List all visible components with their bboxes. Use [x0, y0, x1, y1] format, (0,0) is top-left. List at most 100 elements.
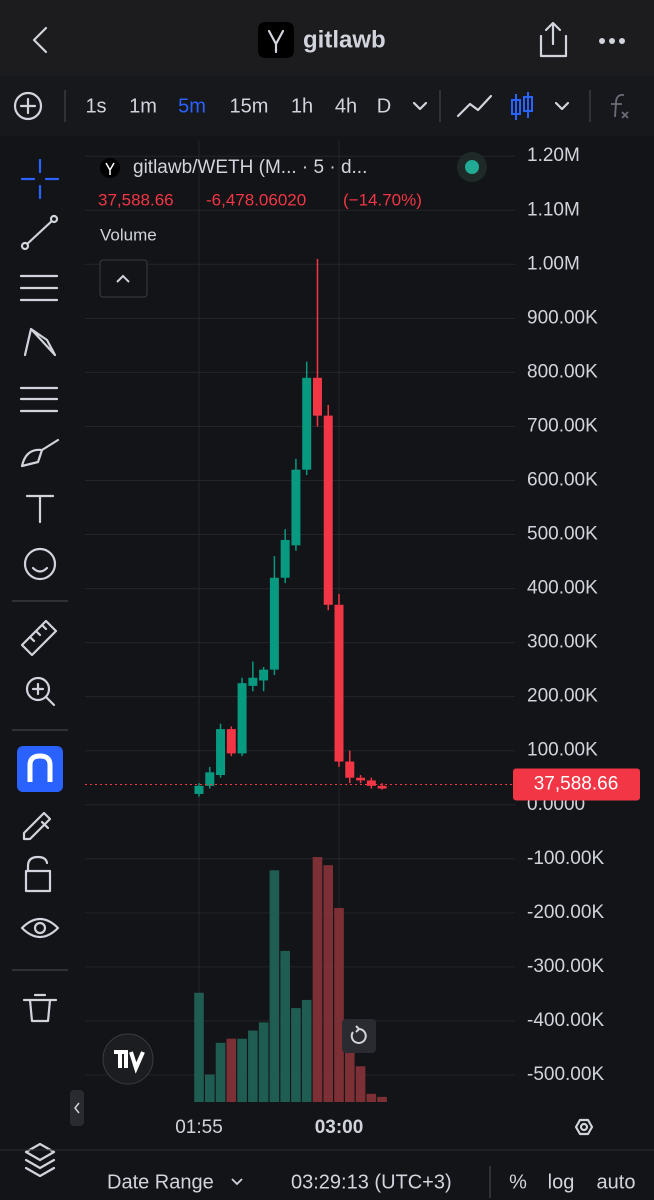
x-tick-label: 01:55 [175, 1117, 223, 1138]
prediction-tool[interactable] [19, 386, 59, 413]
interval-button[interactable]: 15m [230, 95, 269, 117]
auto-toggle[interactable]: auto [597, 1171, 636, 1193]
interval-button[interactable]: D [377, 95, 391, 117]
symbol-logo [100, 158, 120, 178]
emoji-tool[interactable] [23, 547, 57, 581]
reset-icon [350, 1025, 367, 1044]
text-tool[interactable] [25, 494, 55, 524]
candle-body [366, 780, 376, 786]
y-tick-label: -400.00K [527, 1010, 604, 1031]
legend-price: 37,588.66 [98, 190, 174, 209]
volume-bar [204, 1074, 215, 1102]
candle-body [377, 785, 387, 789]
y-tick-label: -300.00K [527, 956, 604, 977]
candle-chart-button[interactable] [511, 92, 533, 120]
date-range[interactable]: Date Range [107, 1171, 214, 1193]
volume-bar [344, 1030, 355, 1102]
visibility-tool[interactable] [20, 917, 60, 939]
add-button[interactable] [13, 91, 43, 121]
log-toggle[interactable]: log [548, 1171, 575, 1193]
volume-bar [323, 865, 334, 1102]
fib-tool[interactable] [19, 274, 59, 302]
candle-body [259, 669, 269, 681]
interval-button[interactable]: 4h [335, 95, 357, 117]
header-title: gitlawb [303, 26, 386, 53]
volume-bar [291, 1008, 301, 1102]
unlock-tool[interactable] [24, 855, 52, 893]
candle-body [205, 772, 215, 786]
y-tick-label: 1.20M [527, 145, 580, 166]
layers-button[interactable] [24, 1142, 56, 1178]
zoom-tool[interactable] [25, 676, 51, 702]
ruler-tool[interactable] [20, 619, 58, 657]
line-chart-button[interactable] [456, 94, 493, 118]
volume-bar [258, 1022, 269, 1102]
sidebar-toggle[interactable] [70, 1090, 84, 1126]
percent-toggle[interactable]: % [509, 1171, 527, 1193]
interval-button[interactable]: 5m [178, 95, 206, 117]
more-button[interactable] [599, 38, 625, 44]
y-tick-label: -100.00K [527, 848, 604, 869]
toolbar-dividers [64, 90, 591, 122]
candle-body [269, 577, 279, 670]
drawing-tools [19, 158, 60, 1023]
crosshair-tool[interactable] [20, 158, 60, 200]
magnet-button[interactable] [17, 746, 63, 792]
lock-draw-tool[interactable] [22, 811, 52, 841]
candle-body [356, 777, 366, 781]
volume-bar [280, 950, 290, 1102]
reset-button[interactable] [342, 1019, 376, 1053]
candle-body [312, 377, 322, 416]
back-button[interactable] [32, 26, 48, 54]
add-plus [19, 97, 37, 115]
indicators-button[interactable] [611, 94, 629, 119]
collapse-legend[interactable] [99, 259, 148, 298]
volume-bar [237, 1038, 247, 1102]
interval-button[interactable]: 1m [129, 95, 157, 117]
volume-bar [215, 1042, 226, 1102]
candle-body [302, 377, 312, 470]
candle-body [291, 469, 301, 546]
candle-body [323, 415, 333, 605]
logo-mark [267, 29, 285, 54]
candle-body [226, 729, 236, 754]
y-tick-label: 500.00K [527, 524, 598, 545]
volume-bar [269, 870, 280, 1102]
sidebar-dividers [12, 600, 68, 971]
trendline-tool[interactable] [23, 217, 56, 248]
y-tick-label: 1.10M [527, 199, 580, 220]
clock[interactable]: 03:29:13 (UTC+3) [291, 1171, 452, 1193]
status-dot [465, 160, 479, 174]
y-tick-label: 600.00K [527, 469, 598, 490]
volume-bar [377, 1096, 387, 1102]
candle-body [334, 604, 344, 762]
interval-dropdown[interactable] [412, 101, 428, 111]
y-tick-label: 700.00K [527, 415, 598, 436]
pattern-tool[interactable] [23, 327, 57, 357]
candle-body [345, 761, 355, 778]
symbol-name[interactable]: gitlawb/WETH (M... · 5 · d... [133, 157, 367, 178]
share-button[interactable] [539, 21, 568, 58]
candle-body [216, 729, 226, 776]
candle-body [194, 785, 204, 794]
interval-button[interactable]: 1s [85, 95, 106, 117]
volume-label: Volume [100, 225, 157, 244]
last-price-tag [513, 768, 640, 801]
delete-tool[interactable] [22, 993, 58, 1023]
volume-bar [334, 908, 344, 1102]
volume-bar [248, 1030, 258, 1102]
toolbar [0, 76, 654, 136]
interval-button[interactable]: 1h [291, 95, 313, 117]
last-price-label: 37,588.66 [534, 773, 619, 794]
brush-tool[interactable] [20, 438, 60, 468]
settings-button[interactable] [574, 1118, 594, 1136]
chart-type-dropdown[interactable] [554, 101, 570, 111]
y-tick-label: 400.00K [527, 578, 598, 599]
chart: 01:55 03:00 1.20M 1.10M 1.00M 900.00K 800.00K 7… [85, 140, 640, 1138]
date-range-arrow [231, 1178, 243, 1186]
header-bar [0, 0, 654, 76]
volume-bar [194, 992, 204, 1102]
candle-body [280, 539, 290, 578]
